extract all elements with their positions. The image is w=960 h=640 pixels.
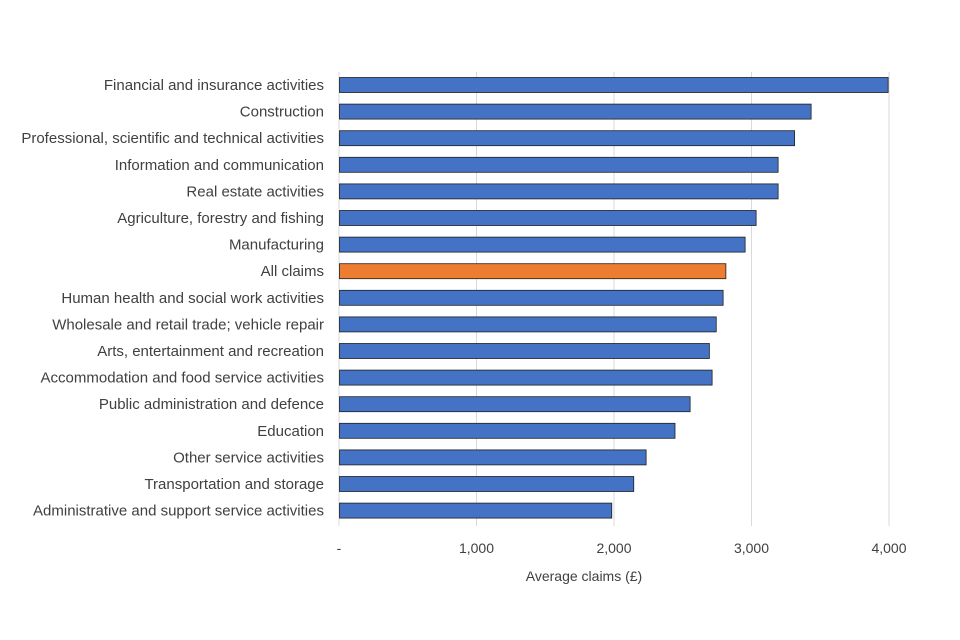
category-label-8: Human health and social work activities xyxy=(61,290,324,307)
category-label-5: Agriculture, forestry and fishing xyxy=(117,210,324,227)
category-label-6: Manufacturing xyxy=(229,237,324,254)
bar-12 xyxy=(339,396,691,413)
bar-14 xyxy=(339,449,647,466)
x-tick-label-4: 4,000 xyxy=(871,540,906,556)
bars xyxy=(339,77,889,519)
x-tick-label-1: 1,000 xyxy=(459,540,494,556)
x-tick-label-0: - xyxy=(337,540,342,556)
x-tick-label-2: 2,000 xyxy=(596,540,631,556)
category-label-16: Administrative and support service activ… xyxy=(33,503,324,520)
bar-9 xyxy=(339,316,717,333)
x-axis-title: Average claims (£) xyxy=(526,568,642,584)
bar-2 xyxy=(339,130,796,147)
category-label-0: Financial and insurance activities xyxy=(104,77,324,94)
category-label-3: Information and communication xyxy=(115,157,324,174)
bar-10 xyxy=(339,343,710,359)
category-labels: Financial and insurance activities Constr… xyxy=(21,77,324,520)
bar-6 xyxy=(339,236,746,253)
bar-4 xyxy=(339,183,779,200)
category-label-7: All claims xyxy=(261,263,324,280)
bar-0 xyxy=(339,77,889,93)
category-label-11: Accommodation and food service activitie… xyxy=(41,370,324,387)
bar-3 xyxy=(339,156,779,173)
bar-1 xyxy=(339,103,812,120)
category-label-14: Other service activities xyxy=(173,449,324,466)
category-label-15: Transportation and storage xyxy=(144,476,324,493)
bar-5 xyxy=(339,210,757,226)
category-label-4: Real estate activities xyxy=(186,183,324,200)
bar-13 xyxy=(339,422,676,439)
category-label-10: Arts, entertainment and recreation xyxy=(97,343,324,360)
bar-15 xyxy=(339,476,635,492)
category-label-9: Wholesale and retail trade; vehicle repa… xyxy=(52,316,324,333)
category-label-2: Professional, scientific and technical a… xyxy=(21,130,324,147)
bar-11 xyxy=(339,369,713,386)
bar-7 xyxy=(339,263,727,280)
bar-8 xyxy=(339,289,724,306)
category-label-12: Public administration and defence xyxy=(99,396,324,413)
category-label-13: Education xyxy=(257,423,324,440)
bar-16 xyxy=(339,502,613,519)
category-label-1: Construction xyxy=(240,104,324,121)
x-tick-labels: - 1,000 2,000 3,000 4,000 xyxy=(337,540,907,556)
x-tick-label-3: 3,000 xyxy=(734,540,769,556)
